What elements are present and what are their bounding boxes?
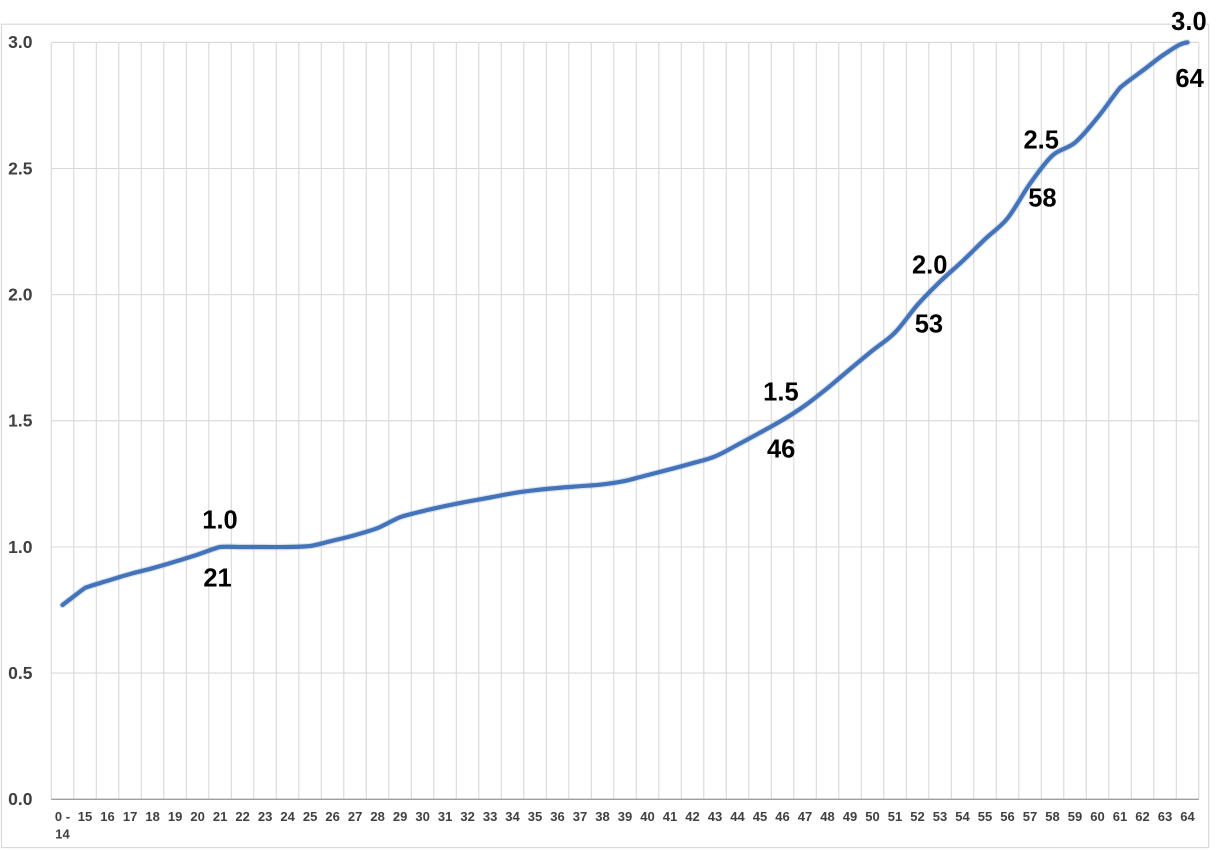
svg-text:35: 35 bbox=[528, 809, 542, 824]
svg-text:3.0: 3.0 bbox=[1171, 8, 1206, 36]
svg-text:58: 58 bbox=[1045, 809, 1059, 824]
svg-text:43: 43 bbox=[708, 809, 722, 824]
svg-text:1.0: 1.0 bbox=[8, 537, 33, 557]
svg-text:3.0: 3.0 bbox=[8, 32, 33, 52]
svg-text:63: 63 bbox=[1158, 809, 1172, 824]
svg-text:14: 14 bbox=[55, 827, 70, 842]
svg-text:46: 46 bbox=[767, 435, 795, 463]
svg-text:60: 60 bbox=[1090, 809, 1104, 824]
svg-text:53: 53 bbox=[915, 310, 943, 338]
svg-text:45: 45 bbox=[753, 809, 767, 824]
svg-text:28: 28 bbox=[370, 809, 384, 824]
svg-text:2.5: 2.5 bbox=[1023, 126, 1058, 154]
svg-text:50: 50 bbox=[865, 809, 879, 824]
svg-text:0.5: 0.5 bbox=[8, 663, 33, 683]
svg-text:27: 27 bbox=[348, 809, 362, 824]
svg-text:18: 18 bbox=[145, 809, 159, 824]
svg-text:15: 15 bbox=[78, 809, 92, 824]
svg-text:38: 38 bbox=[595, 809, 609, 824]
svg-text:31: 31 bbox=[438, 809, 452, 824]
svg-text:2.5: 2.5 bbox=[8, 158, 33, 178]
svg-text:57: 57 bbox=[1023, 809, 1037, 824]
svg-text:1.5: 1.5 bbox=[763, 379, 798, 407]
svg-text:64: 64 bbox=[1180, 809, 1195, 824]
svg-text:51: 51 bbox=[888, 809, 902, 824]
svg-text:17: 17 bbox=[123, 809, 137, 824]
svg-text:16: 16 bbox=[100, 809, 114, 824]
svg-text:0.0: 0.0 bbox=[8, 789, 33, 809]
svg-text:41: 41 bbox=[663, 809, 677, 824]
svg-text:59: 59 bbox=[1068, 809, 1082, 824]
svg-text:34: 34 bbox=[505, 809, 520, 824]
svg-text:55: 55 bbox=[978, 809, 992, 824]
svg-text:1.0: 1.0 bbox=[202, 507, 237, 535]
svg-text:19: 19 bbox=[168, 809, 182, 824]
svg-text:22: 22 bbox=[235, 809, 249, 824]
svg-text:21: 21 bbox=[203, 564, 231, 592]
svg-text:25: 25 bbox=[303, 809, 317, 824]
svg-text:24: 24 bbox=[280, 809, 295, 824]
svg-text:20: 20 bbox=[190, 809, 204, 824]
svg-text:21: 21 bbox=[213, 809, 227, 824]
svg-text:48: 48 bbox=[820, 809, 834, 824]
svg-text:54: 54 bbox=[955, 809, 970, 824]
svg-text:37: 37 bbox=[573, 809, 587, 824]
svg-text:62: 62 bbox=[1135, 809, 1149, 824]
svg-text:32: 32 bbox=[460, 809, 474, 824]
svg-text:61: 61 bbox=[1113, 809, 1127, 824]
svg-text:29: 29 bbox=[393, 809, 407, 824]
svg-text:33: 33 bbox=[483, 809, 497, 824]
svg-text:56: 56 bbox=[1000, 809, 1014, 824]
svg-text:36: 36 bbox=[550, 809, 564, 824]
svg-text:47: 47 bbox=[798, 809, 812, 824]
svg-text:0 -: 0 - bbox=[55, 809, 70, 824]
svg-text:39: 39 bbox=[618, 809, 632, 824]
svg-text:64: 64 bbox=[1175, 65, 1204, 93]
svg-text:53: 53 bbox=[933, 809, 947, 824]
svg-text:40: 40 bbox=[640, 809, 654, 824]
svg-text:2.0: 2.0 bbox=[912, 252, 947, 280]
svg-text:42: 42 bbox=[685, 809, 699, 824]
svg-text:23: 23 bbox=[258, 809, 272, 824]
svg-text:58: 58 bbox=[1028, 185, 1056, 213]
svg-text:30: 30 bbox=[415, 809, 429, 824]
svg-text:26: 26 bbox=[325, 809, 339, 824]
svg-text:52: 52 bbox=[910, 809, 924, 824]
svg-text:1.5: 1.5 bbox=[8, 411, 33, 431]
svg-text:49: 49 bbox=[843, 809, 857, 824]
svg-text:46: 46 bbox=[775, 809, 789, 824]
svg-text:2.0: 2.0 bbox=[8, 285, 33, 305]
svg-text:44: 44 bbox=[730, 809, 745, 824]
